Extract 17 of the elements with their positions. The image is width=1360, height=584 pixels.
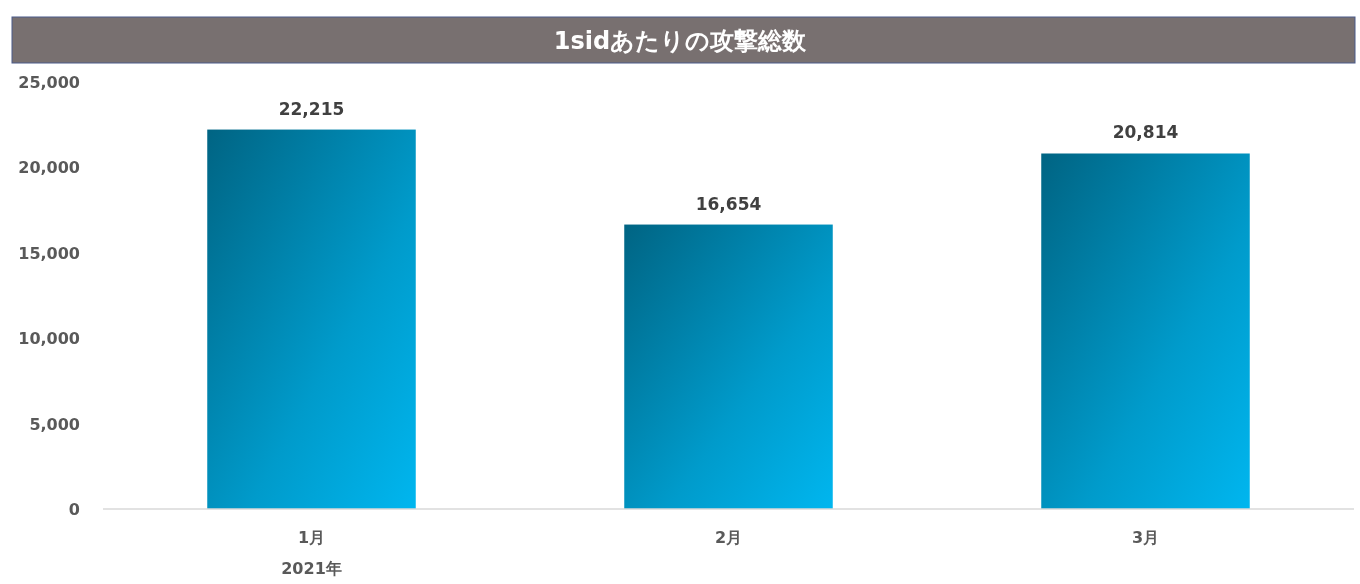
chart-title: 1sidあたりの攻撃総数 (553, 27, 808, 55)
bar (1041, 153, 1250, 509)
y-tick-label: 5,000 (29, 414, 80, 434)
x-tick-label: 1月 (297, 528, 326, 547)
text: 22,215 (278, 98, 345, 119)
y-tick-label: 20,000 (18, 158, 80, 178)
y-tick-label: 15,000 (18, 243, 80, 263)
x-tick-label: 3月 (1131, 528, 1160, 547)
y-tick-label: 0 (68, 500, 80, 519)
text: 16,654 (695, 193, 762, 214)
text: 20,814 (1112, 122, 1179, 143)
bar (207, 129, 416, 509)
y-tick-label: 25,000 (18, 73, 80, 92)
y-tick-label: 10,000 (18, 329, 80, 349)
x-tick-label: 2月 (714, 528, 743, 547)
text: 2021年 (281, 559, 342, 578)
bar (624, 224, 833, 509)
